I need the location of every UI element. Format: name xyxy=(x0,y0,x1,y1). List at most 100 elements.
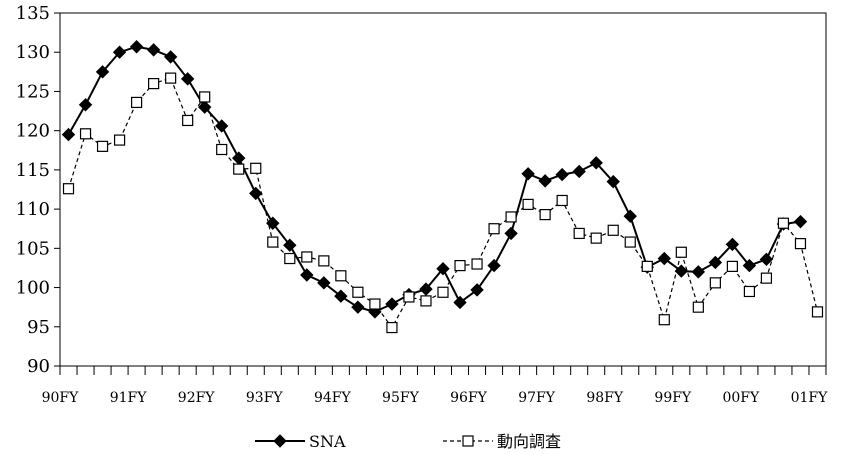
data-point xyxy=(759,252,774,267)
x-tick-label: 92FY xyxy=(178,390,216,406)
data-point xyxy=(249,186,263,201)
data-point xyxy=(572,164,586,179)
data-point xyxy=(148,77,160,90)
data-point xyxy=(197,100,212,114)
x-tick-label: 96FY xyxy=(450,390,488,406)
data-point xyxy=(504,226,518,241)
series-line xyxy=(67,77,819,329)
y-tick-label: 95 xyxy=(27,317,50,338)
data-point xyxy=(334,289,348,303)
data-point xyxy=(386,321,398,334)
data-point xyxy=(556,194,568,207)
data-point xyxy=(95,65,110,79)
data-point xyxy=(437,286,449,298)
data-point xyxy=(726,260,738,272)
data-point xyxy=(539,209,551,221)
y-tick-label: 130 xyxy=(16,42,50,63)
series-0 xyxy=(61,40,808,319)
data-point xyxy=(283,238,297,252)
data-point xyxy=(131,96,143,109)
plot-border xyxy=(59,12,827,367)
data-point xyxy=(589,156,603,170)
data-point xyxy=(146,43,161,57)
y-tick-label: 90 xyxy=(27,356,50,377)
y-tick-label: 135 xyxy=(16,3,50,24)
legend-label-survey: 動向調査 xyxy=(497,432,561,451)
data-point xyxy=(165,72,177,84)
x-tick-label: 97FY xyxy=(518,390,556,406)
data-point xyxy=(403,291,415,303)
x-tick-label: 95FY xyxy=(382,390,420,406)
x-tick-label: 93FY xyxy=(246,390,284,406)
data-point xyxy=(79,128,92,140)
data-point xyxy=(369,298,381,310)
data-point xyxy=(521,167,535,181)
data-point xyxy=(725,237,740,252)
y-tick-label: 100 xyxy=(16,278,50,299)
data-point xyxy=(692,301,704,313)
data-point xyxy=(573,227,585,240)
data-point xyxy=(793,214,808,229)
data-point xyxy=(419,282,433,296)
data-point xyxy=(522,198,534,211)
plot-area xyxy=(59,12,827,367)
y-axis: 90 95 100 105 110 115 120 125 130 135 xyxy=(16,3,60,377)
data-point xyxy=(538,174,552,188)
data-point xyxy=(657,251,671,266)
data-point xyxy=(318,255,330,267)
data-point xyxy=(760,272,773,284)
data-point xyxy=(113,134,126,146)
data-point xyxy=(641,260,653,272)
data-point xyxy=(335,270,347,282)
data-point xyxy=(351,300,365,314)
data-point xyxy=(743,285,756,298)
series-line xyxy=(67,45,801,313)
data-point xyxy=(129,40,144,54)
data-point xyxy=(708,255,723,270)
data-point xyxy=(420,295,432,307)
data-point xyxy=(623,209,637,223)
data-point xyxy=(232,151,246,165)
legend-marker-survey xyxy=(462,435,474,447)
y-tick-label: 125 xyxy=(16,81,50,102)
data-point xyxy=(555,167,569,182)
data-point xyxy=(453,295,467,310)
y-tick-label: 115 xyxy=(16,160,50,181)
data-point xyxy=(250,162,262,174)
legend-marker-sna xyxy=(273,434,287,448)
data-point xyxy=(385,297,399,311)
data-point xyxy=(300,268,314,282)
data-point xyxy=(742,258,757,273)
series-layer xyxy=(61,40,824,334)
data-point xyxy=(61,127,76,142)
data-point xyxy=(163,50,178,64)
data-point xyxy=(487,258,501,273)
data-point xyxy=(606,174,620,189)
data-point xyxy=(352,286,364,298)
data-point xyxy=(590,232,602,244)
data-point xyxy=(811,306,824,318)
x-tick-label: 00FY xyxy=(722,390,760,406)
data-point xyxy=(267,236,279,248)
data-point xyxy=(777,217,790,229)
data-point xyxy=(62,183,75,195)
data-point xyxy=(284,252,296,265)
x-tick-label: 98FY xyxy=(586,390,624,406)
data-point xyxy=(675,246,687,258)
x-tick-label: 94FY xyxy=(314,390,352,406)
y-tick-label: 120 xyxy=(16,121,50,142)
data-point xyxy=(266,216,280,230)
series-1 xyxy=(62,72,824,334)
data-point xyxy=(709,277,721,289)
data-point xyxy=(607,224,619,236)
data-point xyxy=(488,223,500,235)
data-point xyxy=(471,258,483,270)
data-point xyxy=(317,276,331,290)
y-tick-label: 105 xyxy=(16,238,50,259)
data-point xyxy=(454,259,466,272)
data-point xyxy=(182,114,194,127)
data-point xyxy=(199,91,211,103)
data-point xyxy=(505,211,517,223)
data-point xyxy=(216,143,228,156)
